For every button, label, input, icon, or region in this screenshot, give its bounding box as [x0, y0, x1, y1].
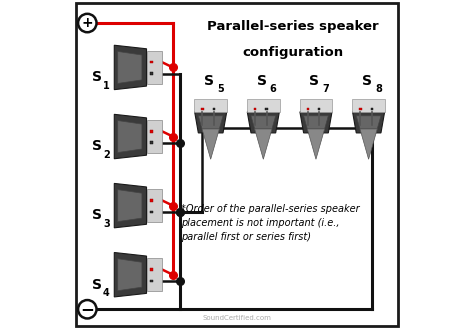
Text: S: S: [310, 74, 319, 88]
Bar: [371, 108, 373, 110]
FancyBboxPatch shape: [146, 189, 162, 222]
Text: +: +: [82, 16, 93, 30]
Bar: [265, 108, 268, 110]
Polygon shape: [118, 51, 142, 84]
Text: SoundCertified.com: SoundCertified.com: [202, 315, 272, 321]
Bar: [150, 199, 153, 202]
Text: S: S: [92, 278, 102, 291]
Text: −: −: [81, 300, 94, 318]
Polygon shape: [118, 259, 142, 291]
Text: Parallel-series speaker: Parallel-series speaker: [207, 20, 379, 33]
FancyBboxPatch shape: [76, 3, 398, 326]
Text: 4: 4: [103, 288, 110, 298]
Bar: [150, 61, 153, 63]
Text: configuration: configuration: [242, 46, 344, 59]
Polygon shape: [114, 114, 146, 159]
FancyBboxPatch shape: [300, 99, 332, 112]
Bar: [150, 141, 153, 144]
Text: S: S: [257, 74, 267, 88]
Polygon shape: [195, 112, 227, 133]
Text: S: S: [92, 139, 102, 153]
Polygon shape: [118, 120, 142, 153]
Text: S: S: [362, 74, 372, 88]
Text: 5: 5: [217, 85, 224, 94]
Text: 8: 8: [375, 85, 382, 94]
Polygon shape: [255, 129, 272, 159]
Bar: [150, 72, 153, 75]
Polygon shape: [202, 129, 219, 159]
Text: 6: 6: [270, 85, 276, 94]
Bar: [307, 108, 309, 110]
Text: 1: 1: [103, 81, 110, 90]
Bar: [254, 108, 256, 110]
Polygon shape: [356, 116, 381, 129]
Polygon shape: [247, 112, 279, 133]
Text: S: S: [204, 74, 214, 88]
Polygon shape: [251, 116, 276, 129]
Bar: [150, 211, 153, 213]
Polygon shape: [118, 190, 142, 222]
Polygon shape: [114, 184, 146, 228]
Bar: [359, 108, 362, 110]
Bar: [150, 130, 153, 133]
FancyBboxPatch shape: [146, 258, 162, 291]
Polygon shape: [304, 116, 328, 129]
Polygon shape: [198, 116, 223, 129]
Bar: [201, 108, 204, 110]
FancyBboxPatch shape: [352, 99, 385, 112]
Bar: [150, 268, 153, 271]
FancyBboxPatch shape: [247, 99, 280, 112]
Polygon shape: [114, 253, 146, 297]
Bar: [150, 280, 153, 282]
Text: S: S: [92, 70, 102, 84]
Polygon shape: [307, 129, 325, 159]
FancyBboxPatch shape: [146, 51, 162, 84]
Polygon shape: [114, 45, 146, 89]
Text: *Order of the parallel-series speaker
placement is not important (i.e.,
parallel: *Order of the parallel-series speaker pl…: [181, 204, 360, 242]
FancyBboxPatch shape: [194, 99, 227, 112]
Polygon shape: [353, 112, 384, 133]
Text: S: S: [92, 209, 102, 222]
FancyBboxPatch shape: [146, 120, 162, 153]
Bar: [213, 108, 215, 110]
Text: 3: 3: [103, 219, 110, 229]
Polygon shape: [360, 129, 377, 159]
Polygon shape: [300, 112, 332, 133]
Text: 7: 7: [322, 85, 329, 94]
Circle shape: [78, 14, 97, 32]
Circle shape: [78, 300, 97, 318]
Text: 2: 2: [103, 150, 110, 160]
Bar: [318, 108, 320, 110]
